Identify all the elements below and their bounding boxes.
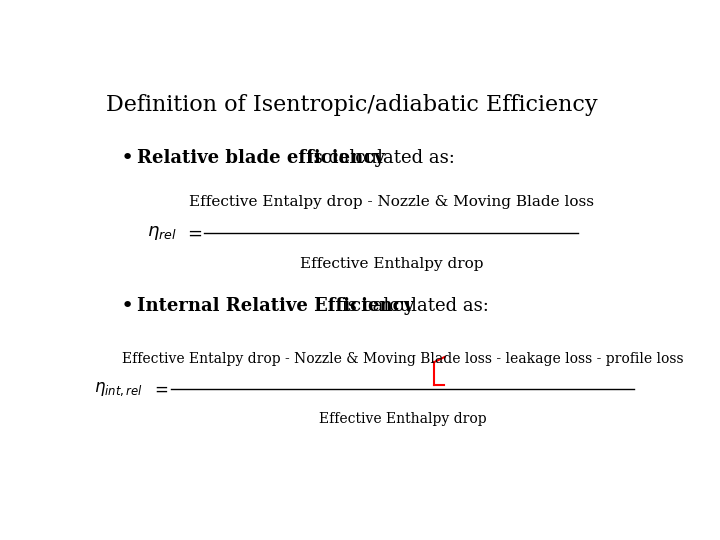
Text: •: • xyxy=(121,296,134,316)
Text: •: • xyxy=(121,148,134,168)
Text: $=$: $=$ xyxy=(184,224,202,242)
Text: Effective Entalpy drop - Nozzle & Moving Blade loss: Effective Entalpy drop - Nozzle & Moving… xyxy=(189,195,594,209)
Text: $=$: $=$ xyxy=(151,380,168,398)
Text: Effective Enthalpy drop: Effective Enthalpy drop xyxy=(319,412,486,426)
Text: Effective Enthalpy drop: Effective Enthalpy drop xyxy=(300,258,483,271)
Text: is calculated as:: is calculated as: xyxy=(336,297,488,315)
Text: Internal Relative Efficiency: Internal Relative Efficiency xyxy=(138,297,415,315)
Text: is calculated as:: is calculated as: xyxy=(302,150,455,167)
Text: $\eta_{int,rel}$: $\eta_{int,rel}$ xyxy=(94,380,143,398)
Text: Relative blade efficiency: Relative blade efficiency xyxy=(138,150,385,167)
Text: $\eta_{rel}$: $\eta_{rel}$ xyxy=(147,224,176,242)
Text: Effective Entalpy drop - Nozzle & Moving Blade loss - leakage loss - profile los: Effective Entalpy drop - Nozzle & Moving… xyxy=(122,352,683,366)
Text: Definition of Isentropic/adiabatic Efficiency: Definition of Isentropic/adiabatic Effic… xyxy=(107,94,598,116)
